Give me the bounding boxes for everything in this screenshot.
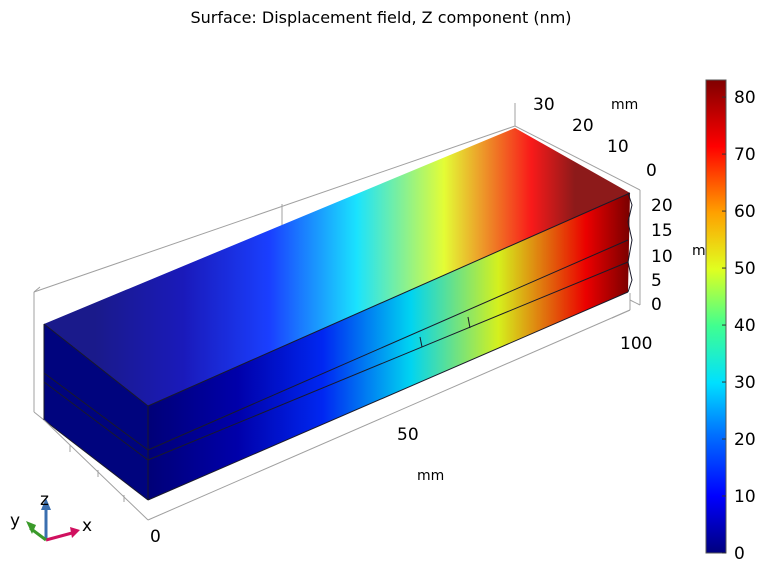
block-front-face bbox=[148, 193, 630, 500]
block-top-face bbox=[44, 128, 630, 406]
x-axis-unit: mm bbox=[417, 468, 444, 484]
triad-x-label: x bbox=[82, 516, 92, 536]
triad-z-arrow bbox=[41, 498, 51, 510]
block-3d[interactable] bbox=[43, 128, 633, 501]
y-tick-label: 10 bbox=[607, 137, 629, 157]
plot-title: Surface: Displacement field, Z component… bbox=[190, 8, 572, 27]
colorbar-tick-label: 40 bbox=[734, 316, 756, 336]
x-tick-label: 100 bbox=[620, 334, 652, 354]
colorbar-gradient bbox=[705, 79, 727, 554]
z-tick-label: 5 bbox=[651, 271, 662, 291]
colorbar-tick-label: 80 bbox=[734, 88, 756, 108]
y-tick-label: 0 bbox=[646, 161, 657, 181]
z-tick-label: 10 bbox=[651, 247, 673, 267]
y-tick-label: 30 bbox=[533, 95, 555, 115]
colorbar-tick-label: 30 bbox=[734, 373, 756, 393]
bounding-box-back bbox=[33, 103, 641, 421]
colorbar-tick-label: 50 bbox=[734, 259, 756, 279]
z-tick-label: 20 bbox=[651, 196, 673, 216]
x-tick-label: 0 bbox=[150, 527, 161, 547]
colorbar[interactable]: 0 10 20 30 40 50 60 70 80 bbox=[705, 79, 756, 562]
colorbar-tick-label: 60 bbox=[734, 202, 756, 222]
y-axis-ticks: 0 10 20 30 mm bbox=[533, 95, 657, 181]
bounding-box-front bbox=[43, 293, 631, 521]
triad-y-label: y bbox=[10, 511, 20, 531]
colorbar-tick-label: 70 bbox=[734, 145, 756, 165]
triad-x-line bbox=[45, 531, 73, 542]
y-axis-unit: mm bbox=[611, 97, 638, 113]
x-tick-label: 50 bbox=[397, 425, 419, 445]
colorbar-tick-label: 10 bbox=[734, 487, 756, 507]
colorbar-ticks: 0 10 20 30 40 50 60 70 80 bbox=[722, 88, 756, 562]
axis-triad: z x y bbox=[10, 490, 92, 542]
z-tick-label: 0 bbox=[651, 295, 662, 315]
x-axis-ticks: 0 50 100 mm bbox=[150, 334, 652, 547]
triad-z-label: z bbox=[40, 490, 49, 510]
triad-y-arrow bbox=[26, 521, 36, 534]
z-tick-label: 15 bbox=[651, 221, 673, 241]
triad-x-arrow bbox=[70, 527, 80, 538]
y-tick-label: 20 bbox=[572, 116, 594, 136]
colorbar-tick-label: 20 bbox=[734, 430, 756, 450]
colorbar-tick-label: 0 bbox=[734, 544, 745, 562]
